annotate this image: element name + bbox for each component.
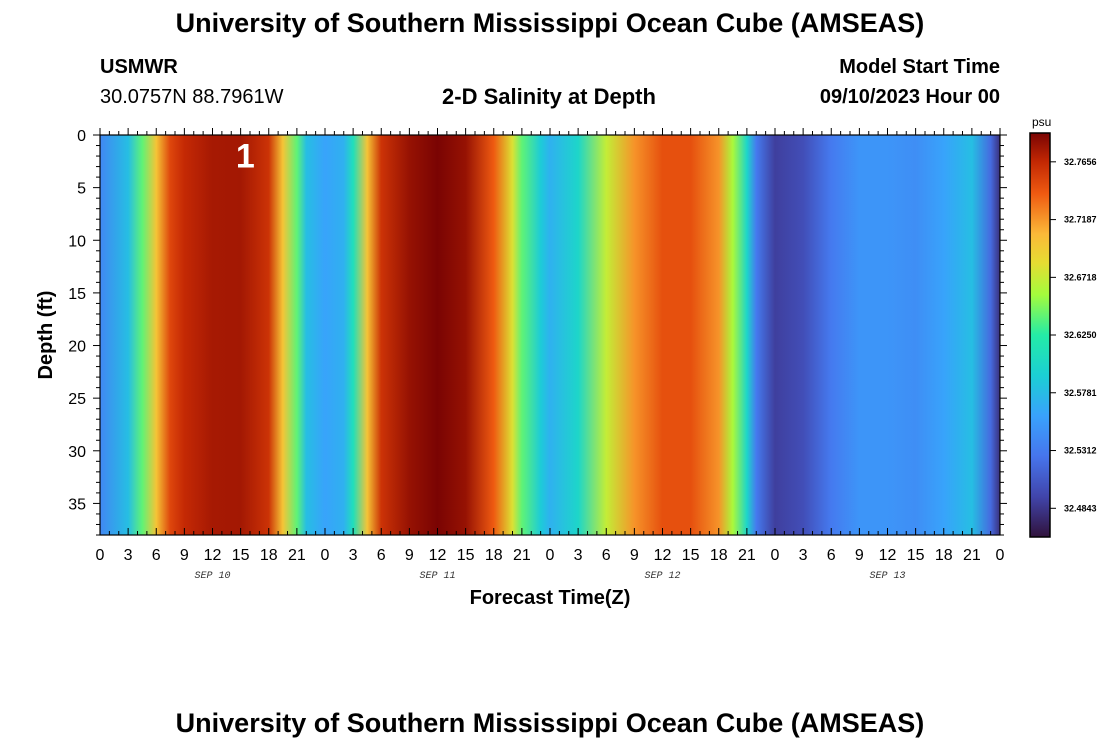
x-tick-label: 18 [710, 547, 728, 564]
colorbar-tick-label: 32.4843 [1064, 503, 1097, 513]
x-tick-label: 12 [204, 547, 222, 564]
x-tick-label: 15 [682, 547, 700, 564]
x-tick-label: 21 [288, 547, 306, 564]
x-tick-label: 9 [180, 547, 189, 564]
x-tick-label: 3 [574, 547, 583, 564]
time-marker-annotation: 1 [236, 137, 255, 175]
x-tick-label: 21 [513, 547, 531, 564]
x-tick-label: 12 [654, 547, 672, 564]
x-tick-label: 12 [879, 547, 897, 564]
footer-title: University of Southern Mississippi Ocean… [175, 708, 925, 738]
page-title: University of Southern Mississippi Ocean… [175, 8, 925, 38]
station-coordinates: 30.0757N 88.7961W [100, 86, 284, 108]
x-tick-label: 6 [602, 547, 611, 564]
x-tick-label: 6 [152, 547, 161, 564]
y-tick-label: 0 [77, 128, 86, 145]
x-tick-label: 15 [232, 547, 250, 564]
x-axis-title: Forecast Time(Z) [470, 587, 631, 609]
y-axis-labels: 0 5 10 15 20 25 30 35 [68, 128, 86, 513]
colorbar-tick-label: 32.6718 [1064, 272, 1097, 282]
x-axis-ticks [99, 128, 1001, 535]
date-label: SEP 11 [419, 571, 455, 582]
x-tick-label: 0 [96, 547, 105, 564]
x-tick-label: 21 [963, 547, 981, 564]
colorbar-tick-label: 32.5781 [1064, 388, 1097, 398]
plot-area [99, 134, 1001, 536]
x-tick-label: 6 [377, 547, 386, 564]
date-labels: SEP 10 SEP 11 SEP 12 SEP 13 [194, 571, 905, 582]
x-tick-label: 9 [405, 547, 414, 564]
x-tick-label: 3 [349, 547, 358, 564]
x-tick-label: 6 [827, 547, 836, 564]
x-tick-label: 9 [630, 547, 639, 564]
x-tick-label: 12 [429, 547, 447, 564]
colorbar-tick-label: 32.7187 [1064, 215, 1097, 225]
x-tick-label: 15 [457, 547, 475, 564]
x-tick-label: 18 [935, 547, 953, 564]
date-label: SEP 12 [644, 571, 680, 582]
y-tick-label: 5 [77, 181, 86, 198]
y-axis-ticks [93, 134, 1007, 536]
model-start-label: Model Start Time [839, 56, 1000, 78]
x-tick-label: 3 [124, 547, 133, 564]
colorbar: psu 32.765632.718732.671832.625032.57813… [1029, 115, 1097, 538]
x-tick-label: 18 [485, 547, 503, 564]
x-tick-label: 15 [907, 547, 925, 564]
model-start-value: 09/10/2023 Hour 00 [819, 86, 1000, 108]
y-tick-label: 15 [68, 286, 86, 303]
y-tick-label: 30 [68, 444, 86, 461]
colorbar-units: psu [1032, 115, 1051, 129]
y-axis-title: Depth (ft) [35, 291, 57, 380]
x-tick-label: 9 [855, 547, 864, 564]
y-tick-label: 10 [68, 233, 86, 250]
y-tick-label: 35 [68, 496, 86, 513]
x-tick-label: 0 [771, 547, 780, 564]
x-tick-label: 0 [546, 547, 555, 564]
y-tick-label: 20 [68, 339, 86, 356]
salinity-chart: 0 3 6 9 12 15 18 21 0 3 6 9 12 15 18 21 0 3 6 9 12 15 18 21 0 3 6 9… [35, 115, 1097, 609]
date-label: SEP 13 [869, 571, 905, 582]
chart-subtitle: 2-D Salinity at Depth [442, 84, 656, 109]
x-tick-label: 21 [738, 547, 756, 564]
colorbar-tick-label: 32.7656 [1064, 157, 1097, 167]
colorbar-scale [1029, 132, 1051, 538]
colorbar-tick-label: 32.5312 [1064, 446, 1097, 456]
colorbar-tick-label: 32.6250 [1064, 330, 1097, 340]
colorbar-ticks: 32.7656 32.7187 32.6718 32.6250 32.5781 32.53… [1050, 157, 1097, 513]
y-tick-label: 25 [68, 391, 86, 408]
salinity-field [100, 135, 1000, 535]
x-tick-label: 3 [799, 547, 808, 564]
date-label: SEP 10 [194, 571, 230, 582]
x-tick-label: 18 [260, 547, 278, 564]
x-tick-label: 0 [321, 547, 330, 564]
station-name: USMWR [100, 56, 178, 78]
x-tick-label: 0 [996, 547, 1005, 564]
x-axis-labels: 0 3 6 9 12 15 18 21 0 3 6 9 12 15 18 21 0 3 6 9 12 15 18 21 0 3 6 9… [96, 547, 1005, 564]
